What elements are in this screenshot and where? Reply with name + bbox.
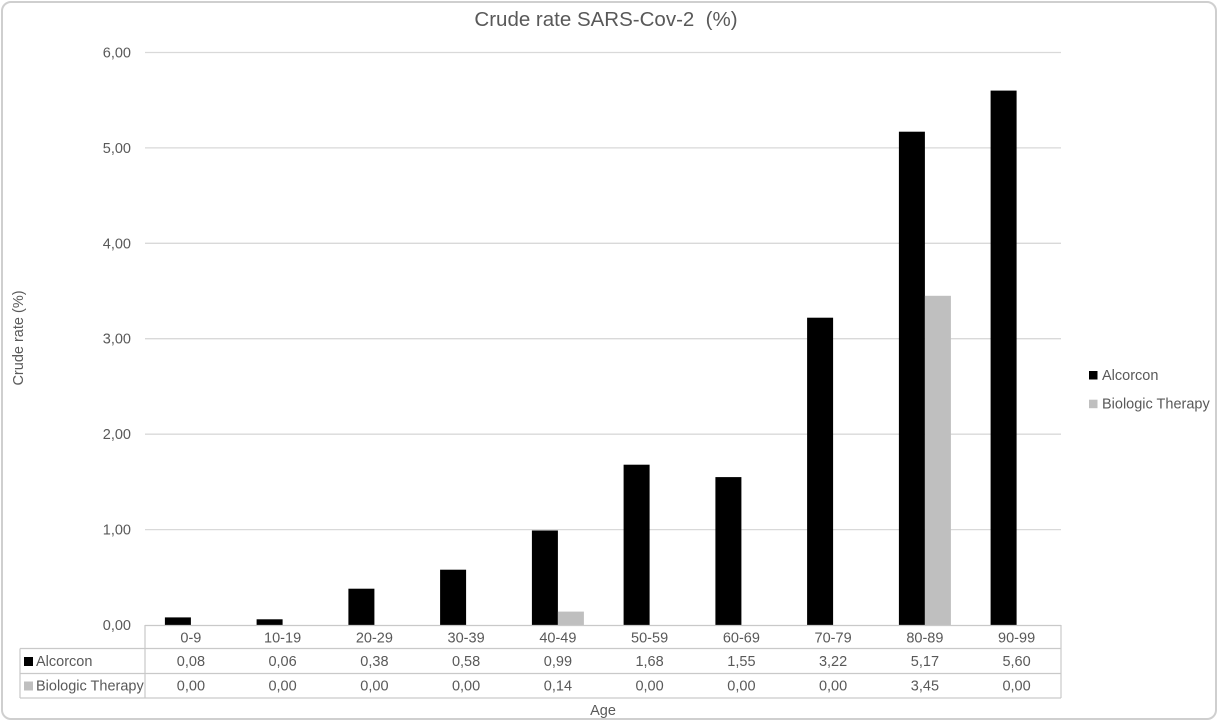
svg-text:0,14: 0,14	[544, 679, 572, 695]
svg-text:10-19: 10-19	[264, 631, 301, 647]
svg-text:5,60: 5,60	[1002, 654, 1030, 670]
svg-text:3,00: 3,00	[103, 332, 131, 348]
svg-text:0,06: 0,06	[268, 654, 296, 670]
svg-text:1,68: 1,68	[635, 654, 663, 670]
svg-text:70-79: 70-79	[815, 631, 852, 647]
svg-text:0,00: 0,00	[1002, 679, 1030, 695]
svg-text:Biologic Therapy: Biologic Therapy	[36, 679, 144, 695]
svg-text:Alcorcon: Alcorcon	[1102, 368, 1158, 384]
svg-text:0,00: 0,00	[452, 679, 480, 695]
svg-text:0,00: 0,00	[635, 679, 663, 695]
svg-text:Biologic Therapy: Biologic Therapy	[1102, 397, 1210, 413]
svg-text:0,00: 0,00	[360, 679, 388, 695]
svg-text:30-39: 30-39	[448, 631, 485, 647]
svg-text:6,00: 6,00	[103, 46, 131, 62]
svg-text:Crude rate SARS-Cov-2 (%): Crude rate SARS-Cov-2 (%)	[474, 8, 737, 31]
svg-text:5,17: 5,17	[911, 654, 939, 670]
svg-text:0,00: 0,00	[177, 679, 205, 695]
svg-text:Crude rate (%): Crude rate (%)	[11, 290, 27, 385]
svg-text:0,38: 0,38	[360, 654, 388, 670]
svg-text:3,22: 3,22	[819, 654, 847, 670]
svg-text:0,08: 0,08	[177, 654, 205, 670]
svg-text:5,00: 5,00	[103, 141, 131, 157]
svg-text:0,00: 0,00	[268, 679, 296, 695]
svg-text:2,00: 2,00	[103, 427, 131, 443]
svg-text:1,00: 1,00	[103, 523, 131, 539]
svg-text:0-9: 0-9	[180, 631, 201, 647]
svg-text:40-49: 40-49	[539, 631, 576, 647]
svg-text:60-69: 60-69	[723, 631, 760, 647]
svg-text:0,00: 0,00	[103, 618, 131, 634]
svg-text:0,99: 0,99	[544, 654, 572, 670]
svg-text:80-89: 80-89	[906, 631, 943, 647]
svg-text:50-59: 50-59	[631, 631, 668, 647]
svg-text:3,45: 3,45	[911, 679, 939, 695]
svg-text:20-29: 20-29	[356, 631, 393, 647]
svg-text:Alcorcon: Alcorcon	[36, 654, 92, 670]
svg-text:90-99: 90-99	[998, 631, 1035, 647]
svg-text:4,00: 4,00	[103, 236, 131, 252]
svg-text:0,00: 0,00	[819, 679, 847, 695]
svg-text:0,00: 0,00	[727, 679, 755, 695]
svg-text:0,58: 0,58	[452, 654, 480, 670]
svg-text:1,55: 1,55	[727, 654, 755, 670]
svg-text:Age: Age	[590, 703, 616, 719]
